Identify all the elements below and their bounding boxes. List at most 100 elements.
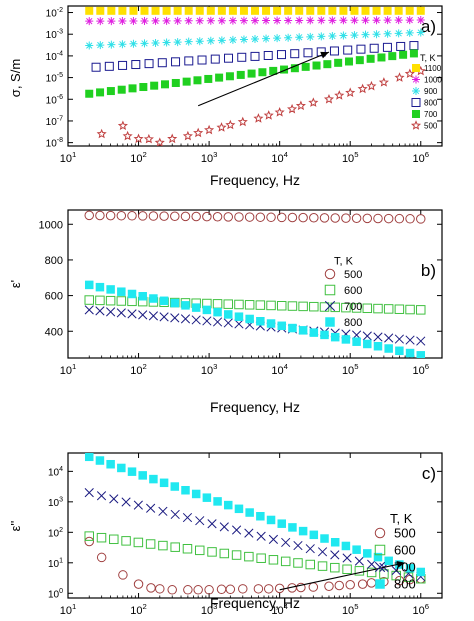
data-point	[158, 506, 168, 516]
data-point	[85, 89, 94, 98]
data-point	[151, 16, 160, 25]
series-group	[84, 210, 426, 358]
data-point	[207, 519, 217, 529]
data-point	[106, 87, 115, 96]
data-point	[303, 48, 313, 58]
data-point	[287, 212, 298, 223]
data-point	[416, 28, 425, 37]
data-point	[228, 16, 237, 25]
data-point	[146, 583, 156, 593]
data-point	[274, 583, 285, 594]
panel-b: 101 102 103 104 105 106 400 600 800 1000 Frequency…	[8, 209, 443, 415]
data-point	[295, 100, 306, 111]
data-point	[224, 500, 233, 510]
legend-label: 1100	[424, 64, 442, 73]
data-point	[107, 17, 116, 26]
data-point	[231, 525, 242, 535]
data-point	[84, 295, 94, 305]
y-axis-label: σ, S/m	[8, 59, 23, 97]
panel-a: 101 102 103 104 105 106 10-8 10-7 10-6 10-5 10-4 10…	[8, 5, 443, 188]
data-point	[244, 528, 254, 538]
data-point	[309, 301, 319, 312]
data-point	[372, 30, 381, 39]
data-point	[361, 6, 370, 15]
legend-marker	[325, 317, 335, 327]
data-point	[231, 550, 242, 560]
data-point	[352, 337, 361, 346]
data-point	[287, 301, 298, 311]
data-point	[383, 6, 392, 15]
data-point	[223, 318, 233, 328]
data-point	[384, 333, 394, 343]
series-500	[84, 210, 426, 224]
data-point	[223, 299, 234, 309]
x-tick-label: 105	[342, 602, 359, 617]
x-tick-label: 101	[60, 362, 77, 377]
data-point	[301, 62, 310, 71]
data-point	[159, 478, 169, 488]
data-point	[357, 83, 368, 94]
data-point	[373, 303, 383, 314]
data-point	[391, 570, 401, 581]
data-point	[295, 33, 304, 42]
data-point	[95, 282, 105, 292]
y-axis-label: ε'	[8, 280, 23, 288]
data-point	[251, 35, 259, 44]
data-point	[317, 32, 326, 41]
data-point	[116, 296, 127, 306]
x-tick-label: 104	[271, 150, 288, 165]
data-point	[213, 307, 222, 317]
data-point	[85, 41, 94, 50]
data-point	[117, 85, 126, 94]
data-point	[151, 38, 160, 47]
data-point	[284, 6, 293, 15]
data-point	[273, 34, 282, 43]
data-point	[133, 500, 143, 510]
data-point	[268, 534, 279, 544]
plot-frame	[67, 452, 443, 599]
data-point	[256, 553, 266, 563]
data-point	[344, 57, 353, 66]
data-point	[405, 28, 414, 37]
data-point	[173, 6, 182, 15]
data-point	[409, 41, 419, 51]
data-point	[228, 6, 237, 15]
data-point	[95, 306, 105, 316]
panel-label: b)	[421, 261, 436, 280]
data-point	[373, 332, 383, 342]
data-point	[377, 53, 386, 62]
data-point	[167, 585, 177, 595]
series-900	[85, 28, 425, 50]
series-600	[84, 295, 426, 315]
legend-label: 700	[424, 110, 438, 119]
data-point	[216, 584, 227, 595]
data-point	[183, 585, 193, 595]
x-axis-label: Frequency, Hz	[210, 399, 300, 415]
data-point	[117, 287, 126, 296]
data-point	[383, 16, 392, 25]
data-point	[157, 58, 167, 68]
data-point	[170, 298, 180, 308]
data-point	[416, 6, 425, 15]
data-point	[366, 578, 377, 588]
data-point	[405, 348, 415, 358]
data-point	[247, 69, 256, 78]
data-point	[133, 537, 144, 548]
data-point	[342, 553, 352, 563]
data-point	[309, 213, 319, 223]
x-tick-label: 104	[271, 362, 288, 377]
legend: T, K 500 600 700 800	[324, 255, 362, 329]
data-point	[146, 503, 156, 513]
legend-title: T, K	[334, 255, 354, 267]
data-point	[140, 6, 149, 15]
data-point	[350, 16, 359, 25]
data-point	[328, 16, 337, 25]
data-point	[262, 34, 271, 43]
legend-label: 900	[424, 87, 438, 96]
data-point	[181, 485, 190, 495]
data-point	[151, 6, 160, 15]
y-tick-label: 10-4	[46, 50, 63, 63]
data-point	[170, 509, 180, 520]
data-point	[274, 107, 285, 117]
data-point	[170, 211, 180, 222]
